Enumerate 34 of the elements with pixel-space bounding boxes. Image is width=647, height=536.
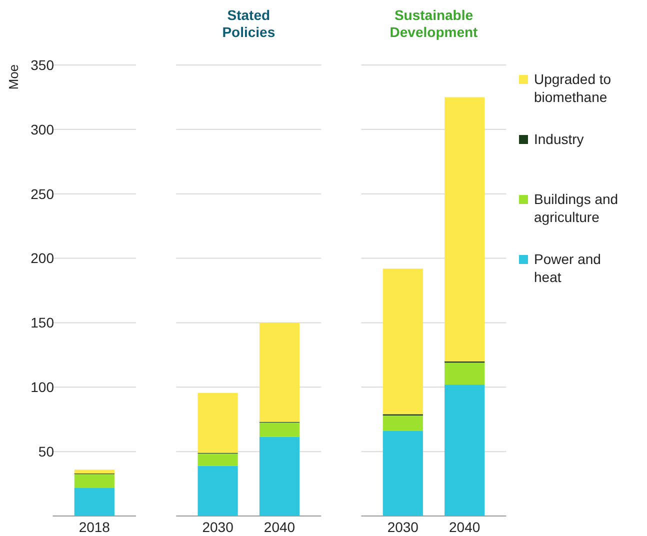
bar (444, 384, 485, 516)
y-tick-label: 350 (30, 56, 54, 73)
text: Stated Policies (222, 7, 276, 40)
legend-label: Industry (534, 131, 584, 147)
y-tick-label: 150 (30, 314, 54, 331)
bar (382, 415, 423, 431)
legend-label: Power and heat (534, 251, 601, 285)
x-tick-label: 2018 (78, 519, 110, 535)
bar (259, 436, 300, 516)
x-tick-label: 2040 (449, 519, 480, 535)
x-tick-label: 2040 (264, 519, 296, 535)
y-tick-label: 300 (30, 121, 54, 138)
bar (198, 392, 238, 453)
x-tick-label: 2030 (387, 519, 419, 535)
y-tick-label: 50 (38, 443, 54, 460)
bar (444, 97, 485, 362)
y-tick-label: 100 (30, 379, 54, 396)
y-tick-label: 200 (30, 250, 54, 266)
bar (74, 470, 114, 474)
bar (74, 474, 114, 488)
bar (74, 488, 114, 516)
y-axis-title: Moe (6, 64, 21, 90)
y-tick-label: 250 (30, 186, 54, 202)
bar (444, 362, 485, 385)
bar (259, 322, 300, 422)
text: Sustainable Development (390, 7, 478, 40)
bar (198, 454, 238, 466)
legend-label: Upgraded to biomethane (534, 71, 612, 105)
legend-label: Buildings and agriculture (534, 191, 618, 225)
bar (382, 430, 423, 516)
bar (198, 466, 238, 516)
bar (382, 268, 423, 414)
bar (259, 422, 300, 437)
x-tick-label: 2030 (202, 519, 234, 535)
